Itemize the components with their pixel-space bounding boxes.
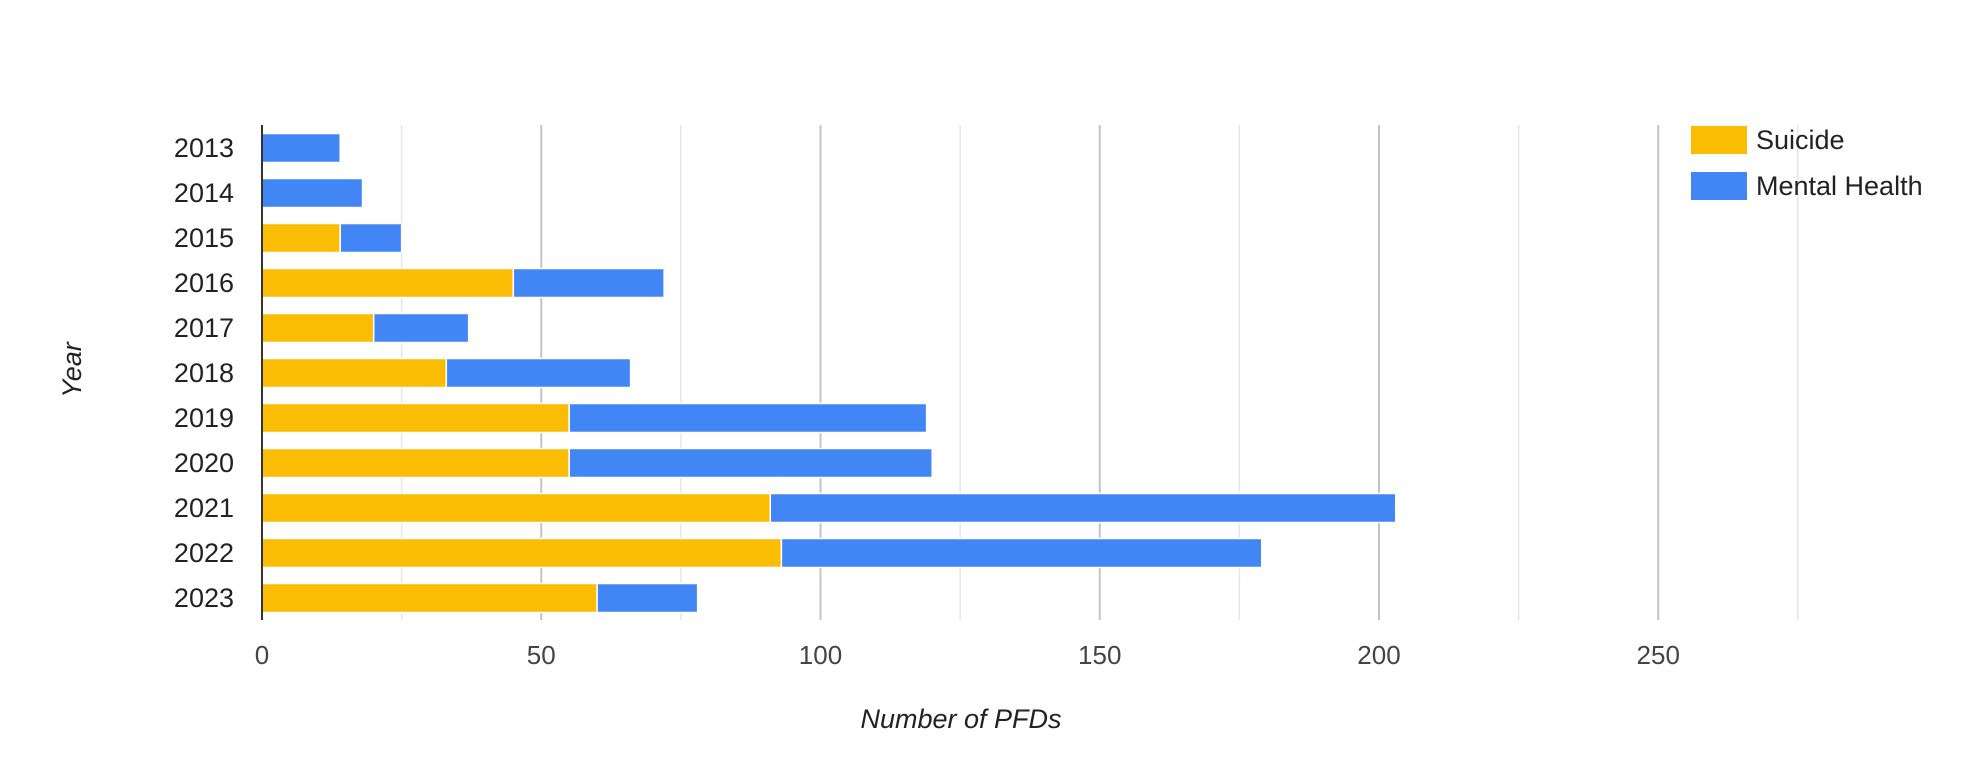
legend-swatch [1691, 172, 1747, 200]
y-category-label: 2013 [174, 133, 234, 163]
x-tick-labels: 0 50 100 150 200 250 [255, 640, 1680, 670]
y-category-label: 2022 [174, 538, 234, 568]
bar-mental-health [568, 402, 928, 434]
legend: Suicide Mental Health [1691, 125, 1923, 201]
bar-suicide [261, 402, 570, 434]
bar-suicide [261, 222, 341, 254]
y-category-label: 2016 [174, 268, 234, 298]
y-category-label: 2023 [174, 583, 234, 613]
x-tick-label: 200 [1357, 640, 1400, 670]
y-category-label: 2015 [174, 223, 234, 253]
x-tick-label: 250 [1637, 640, 1680, 670]
y-axis-title: Year [57, 341, 87, 398]
bar-mental-health [261, 177, 364, 209]
bar-mental-health [769, 492, 1397, 524]
bar-mental-health [372, 312, 470, 344]
bar-mental-health [568, 447, 933, 479]
bar-mental-health [512, 267, 665, 299]
bar-mental-health [339, 222, 403, 254]
bar-mental-health [596, 582, 699, 614]
bar-suicide [261, 492, 771, 524]
legend-label: Mental Health [1756, 171, 1923, 201]
x-tick-label: 0 [255, 640, 269, 670]
bar-suicide [261, 357, 448, 389]
y-category-labels: 2013 2014 2015 2016 2017 2018 2019 2020 2021 2022… [174, 133, 234, 613]
y-category-label: 2017 [174, 313, 234, 343]
x-tick-label: 150 [1078, 640, 1121, 670]
y-category-label: 2020 [174, 448, 234, 478]
x-tick-label: 100 [799, 640, 842, 670]
bars [261, 132, 1397, 614]
x-axis-title: Number of PFDs [860, 704, 1061, 734]
bar-suicide [261, 447, 570, 479]
y-category-label: 2014 [174, 178, 234, 208]
bar-mental-health [780, 537, 1263, 569]
legend-label: Suicide [1756, 125, 1845, 155]
bar-suicide [261, 582, 598, 614]
legend-swatch [1691, 126, 1747, 154]
x-tick-label: 50 [527, 640, 556, 670]
bar-suicide [261, 267, 515, 299]
bar-mental-health [261, 132, 341, 164]
y-category-label: 2019 [174, 403, 234, 433]
bar-suicide [261, 312, 375, 344]
y-category-label: 2018 [174, 358, 234, 388]
gridlines [400, 125, 1799, 620]
bar-suicide [261, 537, 783, 569]
y-category-label: 2021 [174, 493, 234, 523]
bar-mental-health [445, 357, 632, 389]
